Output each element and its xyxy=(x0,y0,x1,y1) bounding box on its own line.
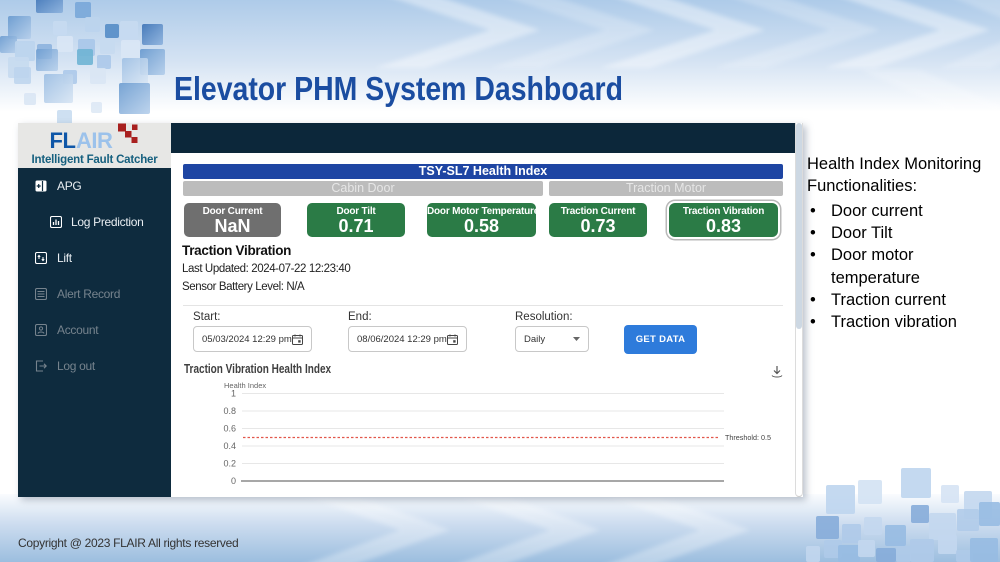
svg-text:1: 1 xyxy=(231,389,236,399)
svg-text:FL: FL xyxy=(49,128,75,150)
svg-text:AIR: AIR xyxy=(76,128,113,150)
svg-text:0.2: 0.2 xyxy=(223,459,236,469)
svg-text:0.8: 0.8 xyxy=(223,406,236,416)
svg-text:0.6: 0.6 xyxy=(223,424,236,434)
svg-text:Health Index: Health Index xyxy=(224,381,266,390)
svg-text:0.4: 0.4 xyxy=(223,441,236,451)
svg-text:0: 0 xyxy=(231,476,236,486)
svg-text:Threshold: 0.5: Threshold: 0.5 xyxy=(725,433,771,442)
